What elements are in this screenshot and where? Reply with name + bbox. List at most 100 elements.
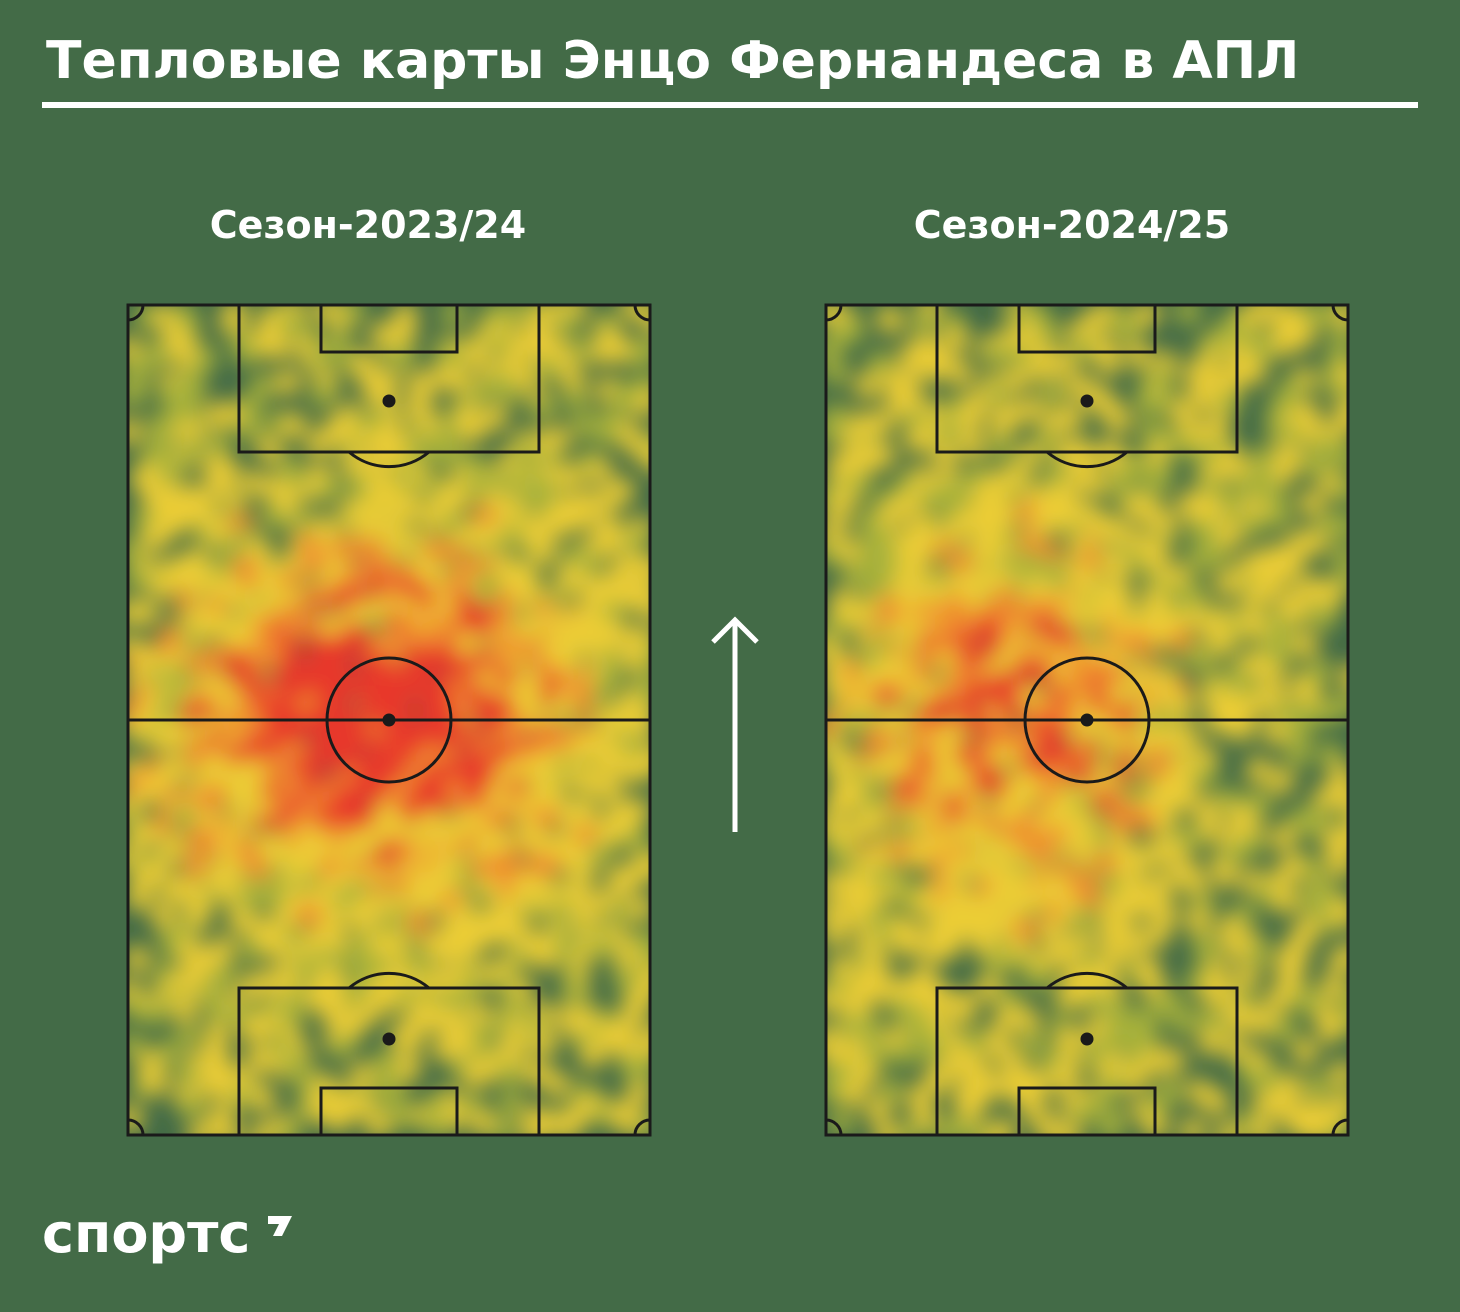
heat-spot xyxy=(1085,990,1112,1017)
heat-spot xyxy=(853,373,880,400)
heat-spot xyxy=(164,724,191,751)
heat-spot xyxy=(1265,503,1292,530)
heat-spot xyxy=(1029,355,1056,382)
heat-spot xyxy=(1208,630,1235,657)
heat-spot xyxy=(484,854,511,881)
heat-spot xyxy=(1096,1032,1123,1059)
heat-spot xyxy=(594,487,621,514)
heat-spot xyxy=(867,411,894,438)
heat-spot xyxy=(1203,542,1230,569)
heat-spot xyxy=(1327,948,1348,975)
center-spot xyxy=(1080,713,1094,727)
heat-spot xyxy=(197,612,224,639)
heat-spot xyxy=(929,1062,956,1089)
heat-spot xyxy=(1271,330,1298,357)
heat-spot xyxy=(323,927,350,954)
heat-spot xyxy=(1246,790,1273,817)
heat-spot xyxy=(1092,1080,1119,1107)
six-yard-box xyxy=(1017,303,1157,354)
heat-spot xyxy=(490,1116,517,1135)
heat-spot xyxy=(275,455,302,482)
heat-spot xyxy=(227,789,254,816)
heat-spot xyxy=(356,516,383,543)
heat-spot xyxy=(496,1061,523,1088)
heat-spot xyxy=(565,740,592,767)
heat-spot xyxy=(982,950,1009,977)
heat-spot xyxy=(1286,722,1313,749)
heat-spot xyxy=(973,918,1000,945)
heat-spot xyxy=(512,363,539,390)
heat-spot xyxy=(826,898,845,925)
heat-spot xyxy=(1071,1099,1098,1126)
penalty-spot xyxy=(1080,1032,1094,1046)
heat-spot xyxy=(462,1062,489,1089)
heat-spot xyxy=(249,373,276,400)
heat-spot xyxy=(463,341,490,368)
heat-spot xyxy=(554,310,581,337)
heat-spot xyxy=(957,1096,984,1123)
heat-spot xyxy=(474,921,501,948)
heat-spot xyxy=(473,570,500,597)
heat-spot xyxy=(381,1083,408,1110)
heat-spot xyxy=(826,615,847,642)
heat-spot xyxy=(1303,812,1330,839)
heat-spot xyxy=(562,983,589,1010)
heat-spot xyxy=(1330,902,1348,929)
heat-spot xyxy=(1240,358,1267,385)
penalty-spot xyxy=(382,394,396,408)
heat-spot xyxy=(512,437,539,464)
heat-spot xyxy=(1006,891,1033,918)
heat-spot xyxy=(355,999,382,1026)
heat-spot xyxy=(927,983,954,1010)
heat-spot xyxy=(441,487,468,514)
heat-spot xyxy=(1298,489,1325,516)
heat-spot xyxy=(544,426,571,453)
heat-spot xyxy=(484,805,511,832)
heat-spot xyxy=(205,680,232,707)
heat-spot xyxy=(1339,793,1348,818)
heat-spot xyxy=(1238,512,1265,539)
heat-spot xyxy=(389,1103,416,1130)
heat-spot xyxy=(1171,727,1198,754)
heat-spot xyxy=(611,1016,638,1043)
six-yard-box xyxy=(1017,1086,1157,1137)
heat-spot xyxy=(1284,741,1311,768)
heat-spot xyxy=(877,1078,904,1105)
heat-spot xyxy=(198,978,225,1005)
heat-spot xyxy=(826,954,853,981)
heat-spot xyxy=(1187,491,1214,518)
center-circle xyxy=(1023,656,1151,784)
heat-spot xyxy=(459,417,486,444)
heat-spot xyxy=(910,425,937,452)
heat-spot xyxy=(826,1078,846,1105)
heat-spot xyxy=(275,486,302,513)
heat-spot xyxy=(911,645,938,672)
heat-spot xyxy=(438,442,465,469)
heat-spot xyxy=(230,1081,257,1108)
heat-spot xyxy=(257,311,284,338)
heat-spot xyxy=(250,1086,277,1113)
corner-arc xyxy=(825,304,843,322)
heat-spot xyxy=(543,1071,570,1098)
center-circle xyxy=(325,656,453,784)
heat-spot xyxy=(379,442,406,469)
heat-spot xyxy=(595,420,622,447)
heat-spot xyxy=(893,773,920,800)
heat-spot xyxy=(1101,942,1128,969)
heat-spot xyxy=(248,1013,275,1040)
heat-spot xyxy=(457,980,484,1007)
heat-spot xyxy=(957,407,984,434)
heat-spot xyxy=(233,340,260,367)
heat-spot xyxy=(1223,935,1250,962)
heat-spot xyxy=(619,552,646,579)
heat-spot xyxy=(943,327,970,354)
heat-spot xyxy=(437,826,464,853)
heat-spot xyxy=(862,726,889,753)
heat-spot xyxy=(1121,528,1148,555)
heat-spot xyxy=(429,938,456,965)
heat-spot xyxy=(517,638,544,665)
heat-spot xyxy=(1339,664,1348,689)
heat-spot xyxy=(890,1040,917,1067)
corner-arc xyxy=(825,1118,843,1136)
heat-spot xyxy=(1013,917,1040,944)
